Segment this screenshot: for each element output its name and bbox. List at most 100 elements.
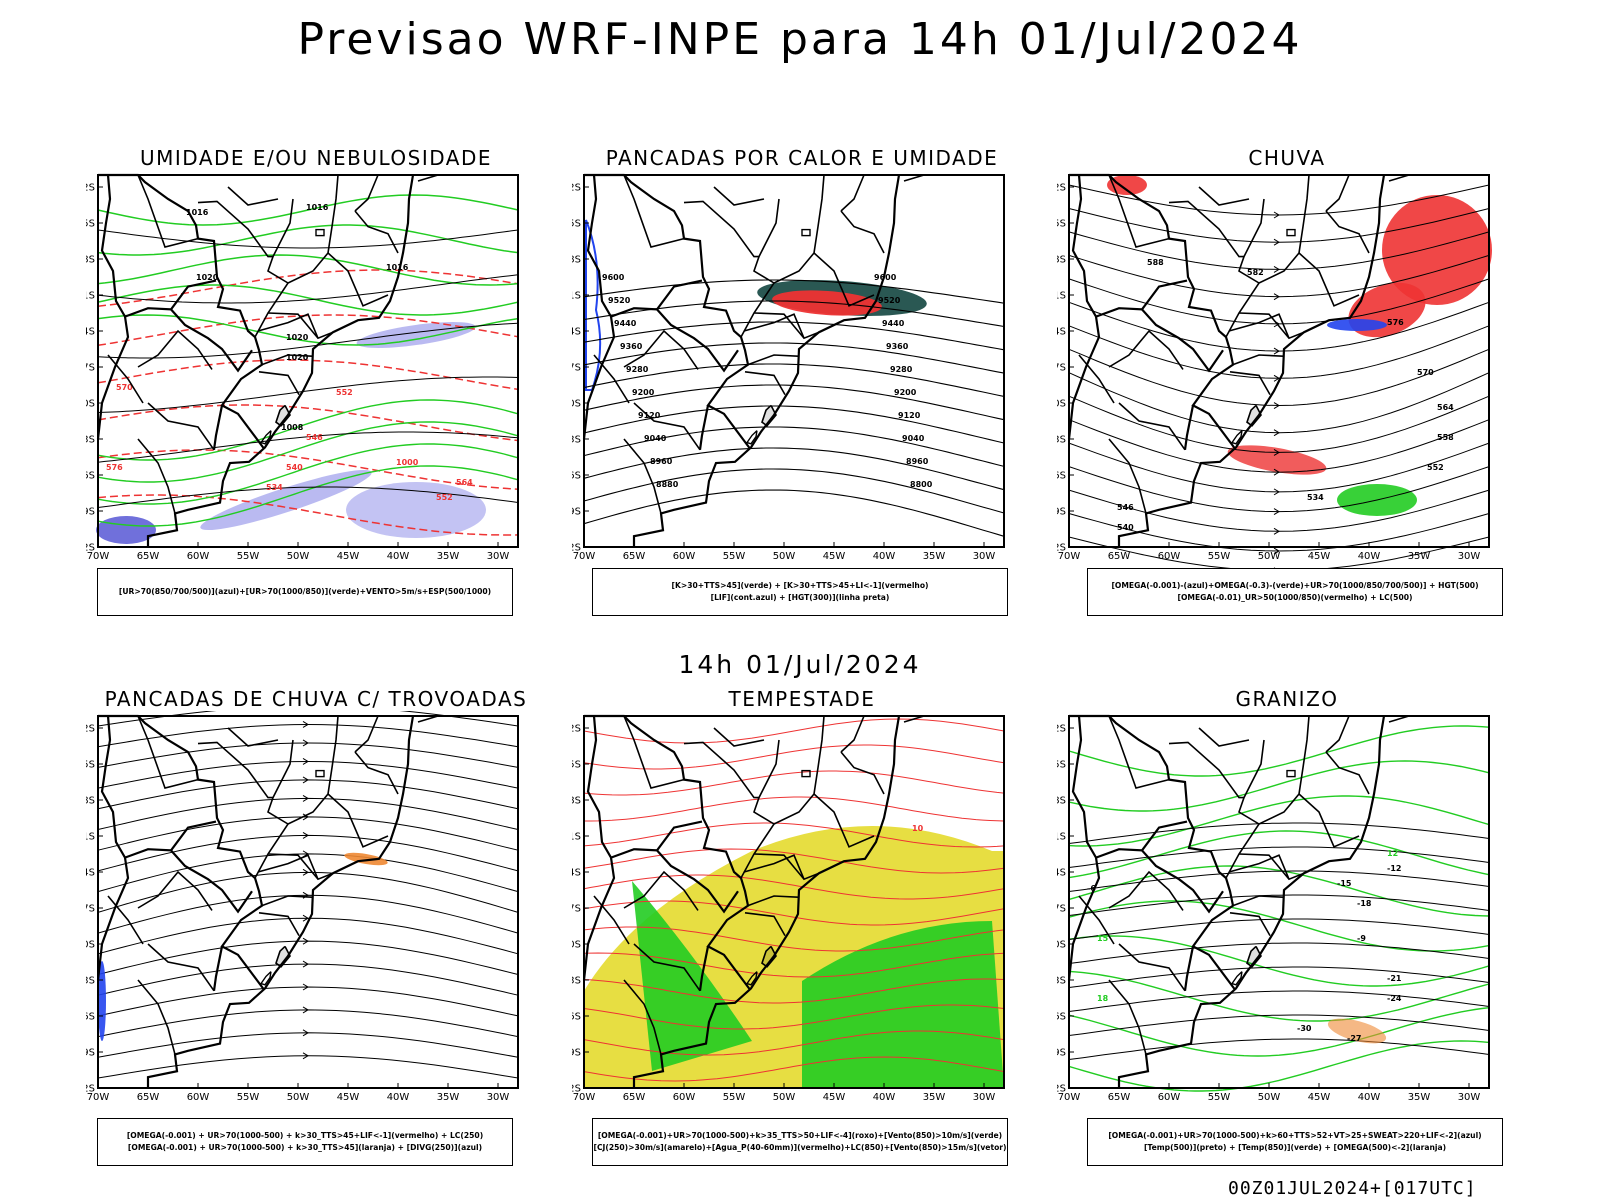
state-border: [1108, 870, 1184, 911]
lc850-contour: [583, 978, 1005, 1004]
temp850-contour: [1068, 795, 1490, 847]
lat-tick-label: 39S: [572, 1048, 581, 1059]
lon-tick-label: 70W: [573, 551, 596, 562]
state-border: [261, 354, 313, 366]
lat-tick-label: 42S: [1057, 543, 1066, 554]
state-border: [137, 438, 176, 514]
state-border: [137, 174, 199, 248]
lat-tick-label: 27S: [1057, 904, 1066, 915]
stream-arrow: [1273, 238, 1280, 246]
contour-label: 9280: [626, 365, 649, 374]
state-border: [147, 402, 215, 451]
lat-tick-label: 18S: [572, 796, 581, 807]
state-border: [840, 174, 865, 212]
distrito-federal: [1286, 769, 1296, 778]
country-border: [656, 849, 739, 914]
stream-arrow: [302, 937, 309, 945]
lat-tick-label: 21S: [1057, 832, 1066, 843]
temp500-contour: [1068, 942, 1490, 964]
map-chuva: 582 588 576 570 564 558 552 546 540 534 12S 15S 18S 2…: [1057, 173, 1492, 570]
contour-label: 588: [1147, 258, 1164, 267]
stream-arrow: [1273, 449, 1280, 456]
footer-timestamp: 00Z01JUL2024+[017UTC]: [1228, 1178, 1477, 1199]
stream-arrow: [302, 1052, 309, 1060]
geography-layer: [1067, 714, 1410, 1088]
lat-tick-label: 15S: [86, 760, 95, 771]
contour-label: 552: [336, 388, 353, 397]
lc850-contour: [583, 1004, 1005, 1030]
lat-tick-label: 36S: [1057, 1012, 1066, 1023]
hgt300-contour: [583, 405, 1005, 444]
lat-tick-label: 21S: [86, 832, 95, 843]
country-border: [584, 173, 751, 450]
country-border: [96, 715, 130, 981]
state-border: [747, 895, 799, 907]
legend-line: [OMEGA(-0.01)_UR>50(1000/850)(vermelho) …: [1177, 593, 1413, 602]
state-border: [261, 895, 313, 907]
geography-layer: [96, 173, 439, 547]
country-border: [698, 405, 710, 450]
state-border: [254, 715, 339, 879]
stream-arrow: [1273, 508, 1280, 516]
mid-title: 14h 01/Jul/2024: [678, 650, 922, 679]
contour-label: 570: [116, 383, 133, 392]
state-border: [354, 715, 379, 753]
lon-tick-label: 30W: [487, 551, 510, 562]
geography-layer: [1067, 173, 1410, 547]
state-border: [137, 979, 176, 1055]
contour-label: 9280: [890, 365, 913, 374]
panel-pancadas-calor: PANCADAS POR CALOR E UMIDADE 9600 9600 952…: [572, 146, 1042, 616]
contour-label: 1020: [286, 333, 309, 342]
lc850-contour: [583, 1030, 1005, 1056]
hgt300-contour: [583, 489, 1005, 537]
stream-arrow: [1273, 488, 1280, 496]
lat-tick-label: 36S: [572, 1012, 581, 1023]
state-border: [593, 354, 630, 404]
geography-layer: [96, 714, 439, 1088]
state-border: [258, 371, 300, 395]
contour-label: 9360: [886, 342, 909, 351]
lon-tick-label: 35W: [437, 1092, 460, 1103]
hgt300-contour: [583, 321, 1005, 351]
map-tempestade: 10 12S 15S 18S 21S 24S 27S 30S 33S 36S 39S 42S70W 65…: [572, 714, 1005, 1103]
lagoa-dos-patos: [761, 945, 777, 968]
contour-label: 9040: [902, 434, 925, 443]
contour-label: 576: [106, 463, 123, 472]
legend-umidade: [UR>70(850/700/500)](azul)+[UR>70(1000/8…: [97, 568, 513, 616]
lc850-contour: [583, 744, 1005, 770]
distrito-federal: [801, 769, 811, 778]
state-border: [840, 751, 885, 795]
state-border: [1325, 715, 1350, 753]
pressure-contour: [97, 376, 519, 413]
contour-label: 8800: [910, 480, 933, 489]
contour-label: -9: [1357, 934, 1366, 943]
legend-line: [OMEGA(-0.001) + UR>70(1000-500) + k>30_…: [126, 1131, 484, 1140]
contour-label: 8880: [656, 480, 679, 489]
state-border: [744, 912, 786, 936]
lon-tick-label: 45W: [337, 1092, 360, 1103]
state-border: [197, 741, 273, 799]
hgt300-contour: [583, 426, 1005, 467]
contour-label: -30: [1297, 1024, 1312, 1033]
state-border: [747, 354, 799, 366]
state-border: [713, 186, 765, 206]
state-border: [683, 741, 759, 799]
pressure-contour: [97, 486, 519, 508]
country-border: [1069, 714, 1236, 991]
contour-label: 9440: [614, 319, 637, 328]
temp500-contour: [1068, 1038, 1490, 1060]
lat-tick-label: 12S: [1057, 183, 1066, 194]
lat-tick-label: 33S: [572, 976, 581, 987]
geography-layer: [582, 173, 925, 547]
legend-line: [UR>70(850/700/500)](azul)+[UR>70(1000/8…: [118, 587, 492, 596]
country-border: [96, 174, 130, 440]
stream-arrow: [302, 739, 309, 747]
lat-tick-label: 36S: [86, 471, 95, 482]
state-border: [1078, 354, 1115, 404]
lat-tick-label: 18S: [572, 255, 581, 266]
rain-area: [1382, 195, 1492, 305]
lat-tick-label: 36S: [1057, 471, 1066, 482]
state-border: [1225, 174, 1310, 338]
lc850-contour: [583, 926, 1005, 952]
lon-tick-label: 30W: [973, 551, 996, 562]
